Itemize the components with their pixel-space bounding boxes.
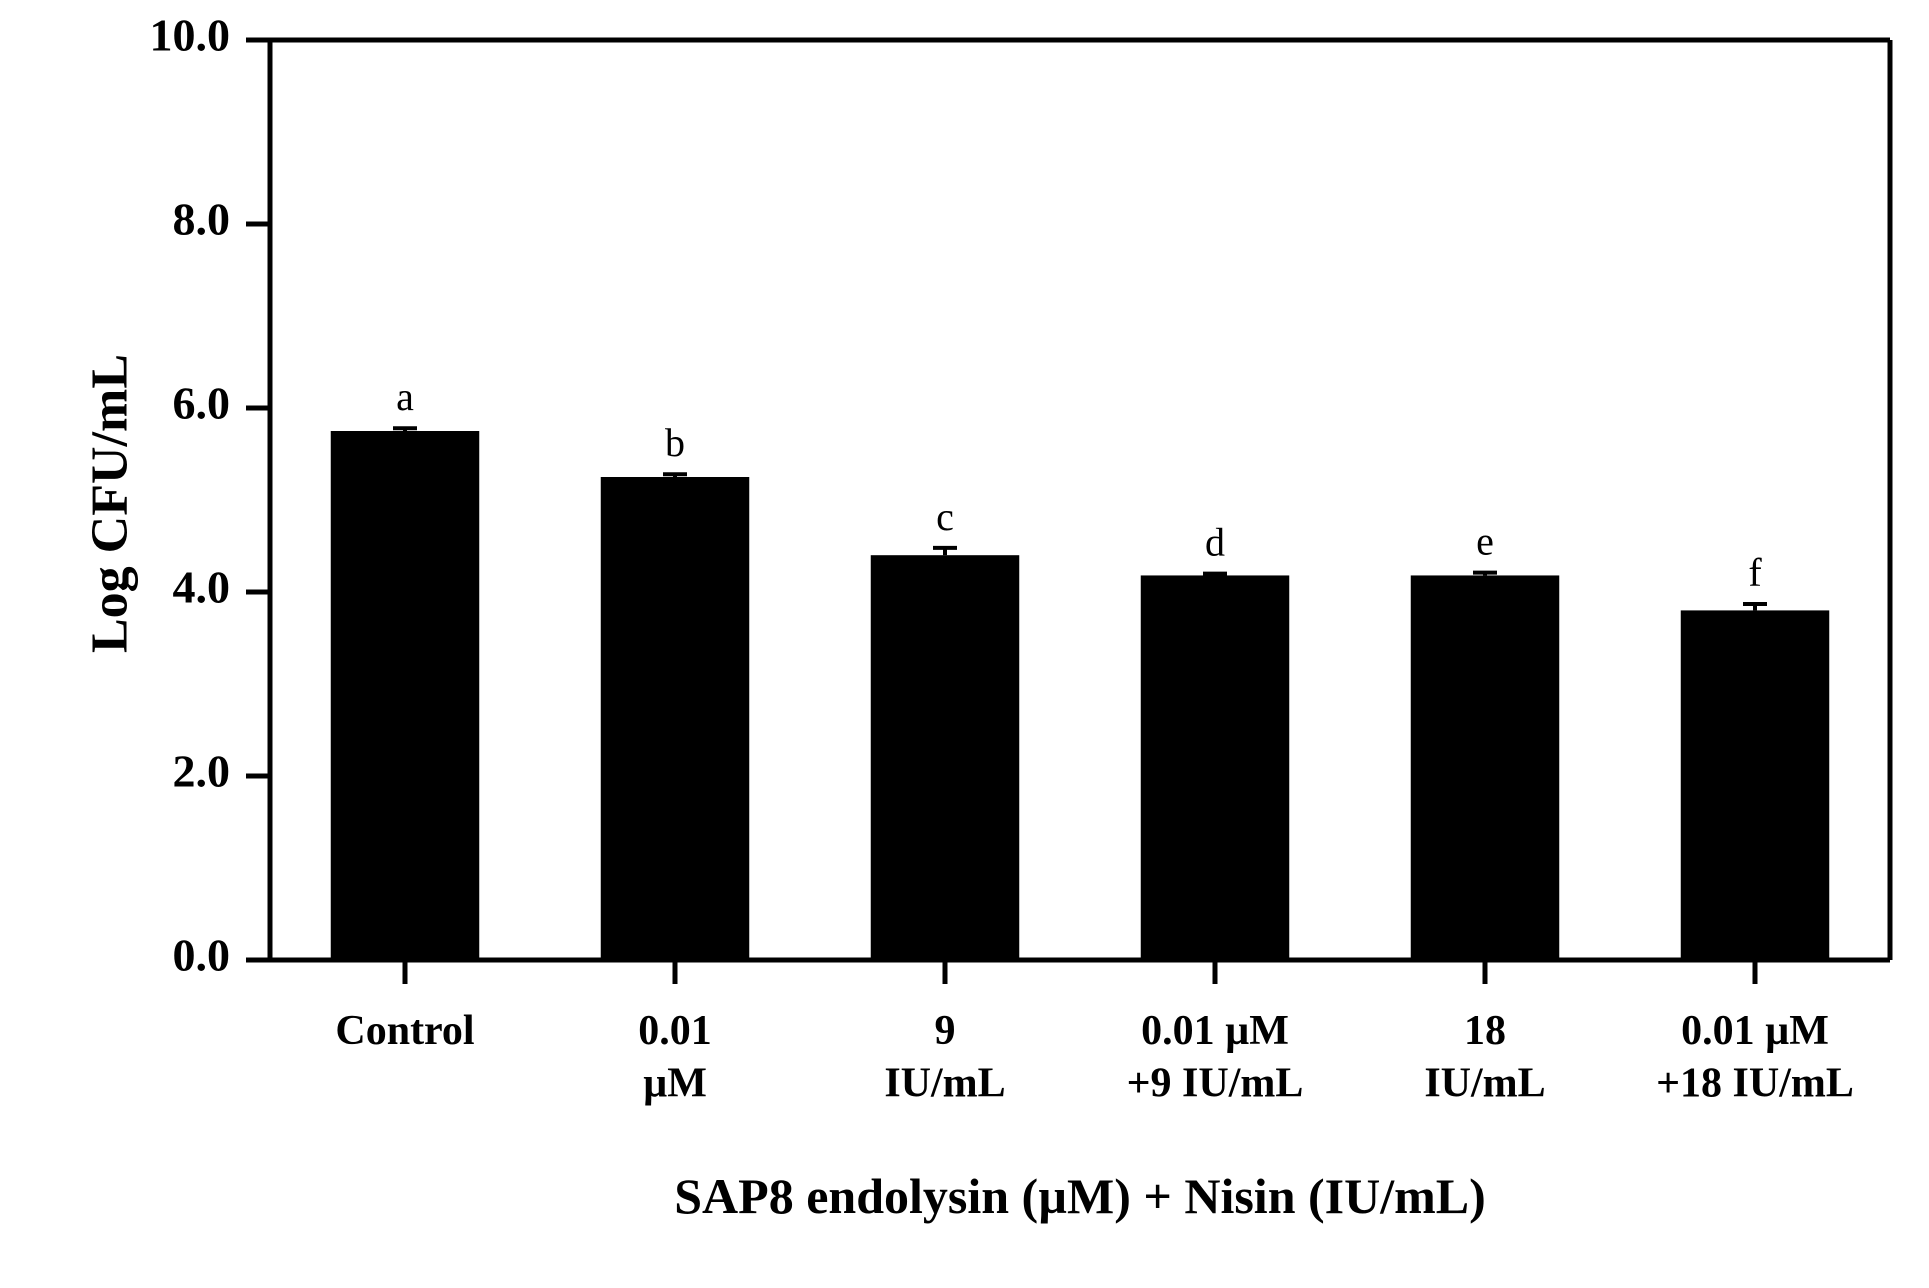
bar	[331, 431, 480, 960]
bar	[1681, 610, 1830, 960]
significance-label: c	[936, 494, 954, 539]
x-tick-label-line2: µM	[643, 1061, 707, 1107]
x-tick-label-line2: IU/mL	[1424, 1061, 1545, 1107]
y-tick-label: 0.0	[173, 930, 231, 981]
bar-chart: 0.0 2.0 4.0 6.0 8.0 10.0 a Control b 0.01 µM c 9 IU/m…	[0, 0, 1929, 1288]
x-tick-label-line1: 0.01 µM	[1141, 1008, 1289, 1054]
bar	[1141, 575, 1290, 960]
significance-label: e	[1476, 519, 1494, 564]
y-axis-label: Log CFU/mL	[81, 304, 140, 704]
y-tick-label: 10.0	[150, 10, 231, 61]
x-tick-label-line1: Control	[335, 1008, 474, 1054]
significance-label: b	[665, 420, 685, 465]
chart-container: 0.0 2.0 4.0 6.0 8.0 10.0 a Control b 0.01 µM c 9 IU/m…	[0, 0, 1929, 1288]
x-tick-label-line1: 9	[935, 1008, 956, 1054]
significance-label: d	[1205, 520, 1225, 565]
x-tick-label-line2: +18 IU/mL	[1656, 1061, 1854, 1107]
y-tick-label: 4.0	[173, 562, 231, 613]
y-tick-label: 2.0	[173, 746, 231, 797]
y-tick-label: 8.0	[173, 194, 231, 245]
significance-label: a	[396, 374, 414, 419]
bar	[601, 477, 750, 960]
x-tick-label-line2: IU/mL	[884, 1061, 1005, 1107]
bar	[871, 555, 1020, 960]
x-tick-label-line1: 0.01 µM	[1681, 1008, 1829, 1054]
bar	[1411, 575, 1560, 960]
y-tick-label: 6.0	[173, 378, 231, 429]
x-tick-label-line1: 0.01	[638, 1008, 712, 1054]
significance-label: f	[1748, 550, 1762, 595]
x-axis-label: SAP8 endolysin (µM) + Nisin (IU/mL)	[480, 1167, 1680, 1225]
x-tick-label-line2: +9 IU/mL	[1127, 1061, 1304, 1107]
x-tick-label-line1: 18	[1464, 1008, 1506, 1054]
